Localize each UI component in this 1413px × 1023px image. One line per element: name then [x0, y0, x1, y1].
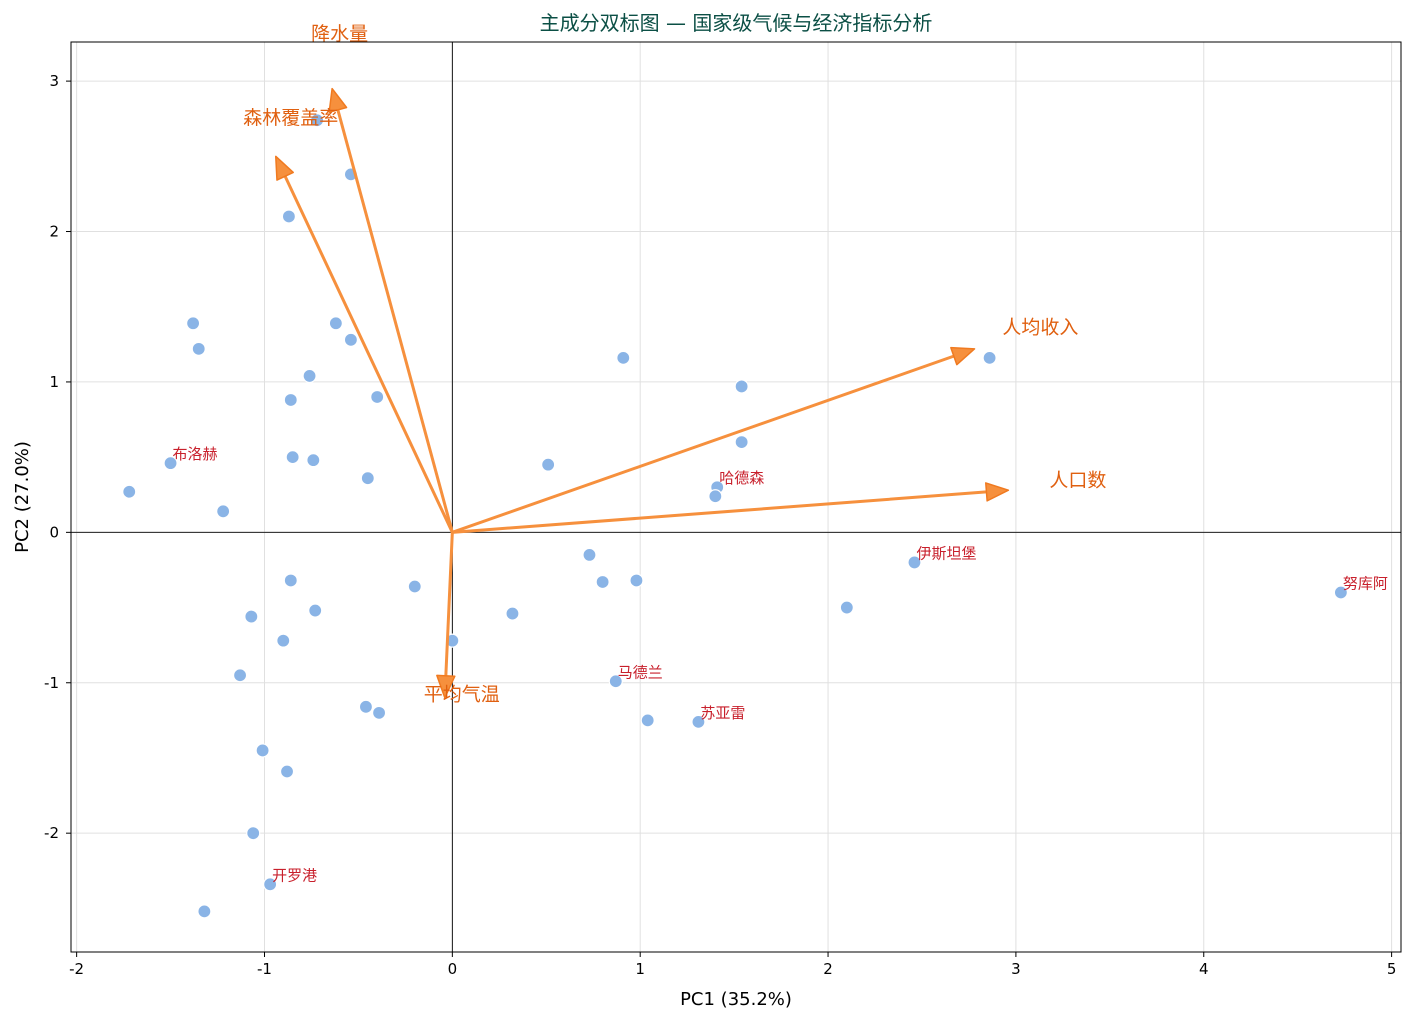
loading-arrow	[444, 530, 454, 678]
loading-arrowhead	[985, 482, 1010, 502]
score-point	[285, 450, 300, 465]
score-point	[708, 489, 723, 504]
score-point	[343, 332, 359, 347]
score-point	[734, 379, 749, 394]
score-point	[595, 574, 610, 590]
plot-frame	[70, 41, 1402, 953]
y-tick-label: 0	[49, 523, 59, 541]
score-point	[244, 609, 259, 624]
y-tick-label: 3	[49, 72, 59, 90]
loading-arrowhead	[275, 155, 295, 181]
score-point	[734, 434, 749, 450]
loading-arrows	[275, 87, 1010, 699]
loading-arrowhead	[328, 87, 348, 113]
loading-arrow	[450, 490, 988, 534]
score-point	[629, 573, 644, 588]
point-label: 苏亚雷	[700, 704, 745, 722]
axis-ticks: -2 -1 0 1 2 3 4 5 -2 -1 0 1 2 3	[44, 72, 1396, 978]
score-point	[276, 633, 291, 648]
x-tick-label: -2	[69, 960, 84, 978]
score-point	[505, 606, 520, 621]
score-point	[163, 456, 178, 471]
x-tick-label: 1	[635, 960, 645, 978]
y-axis-label: PC2 (27.0%)	[12, 441, 33, 553]
x-tick-label: 2	[823, 960, 833, 978]
score-point	[982, 350, 997, 365]
score-point	[232, 668, 248, 683]
score-point	[445, 633, 460, 648]
x-tick-label: 5	[1387, 960, 1397, 978]
x-tick-label: 3	[1011, 960, 1021, 978]
x-tick-label: -1	[257, 960, 272, 978]
score-point	[246, 826, 261, 841]
score-point	[191, 341, 206, 356]
loading-arrow	[283, 174, 454, 534]
score-point	[197, 904, 212, 919]
score-point	[309, 113, 325, 128]
loading-arrowhead	[950, 346, 976, 366]
point-label: 努库阿	[1343, 575, 1388, 593]
score-point	[360, 471, 375, 486]
score-point	[371, 705, 387, 720]
score-point	[302, 368, 317, 384]
loading-label: 降水量	[311, 23, 368, 45]
score-point	[616, 350, 631, 365]
score-point	[216, 504, 231, 519]
score-point	[640, 713, 655, 728]
loading-label: 人口数	[1049, 470, 1106, 492]
score-point	[279, 764, 295, 779]
loading-arrowhead	[436, 674, 456, 699]
score-point	[122, 484, 137, 499]
loading-arrow	[450, 354, 956, 534]
x-tick-label: 0	[448, 960, 458, 978]
score-point	[328, 316, 343, 331]
score-point	[255, 743, 270, 758]
score-point	[283, 392, 298, 408]
x-tick-label: 4	[1199, 960, 1209, 978]
score-point	[541, 457, 556, 472]
score-point	[691, 714, 706, 729]
loading-arrow	[336, 108, 454, 534]
y-tick-label: 2	[49, 223, 59, 241]
x-axis-label: PC1 (35.2%)	[680, 989, 792, 1010]
zero-axis-lines	[71, 42, 1401, 952]
y-tick-label: 1	[49, 373, 59, 391]
score-point	[308, 603, 323, 618]
score-point	[281, 209, 297, 224]
score-point	[407, 579, 422, 594]
score-point	[358, 699, 374, 714]
score-point	[608, 674, 623, 689]
point-label: 伊斯坦堡	[916, 544, 976, 562]
score-point	[306, 453, 321, 468]
score-point	[283, 573, 298, 588]
point-label: 开罗港	[272, 866, 317, 884]
score-point	[1333, 585, 1348, 600]
score-point	[186, 316, 201, 331]
y-tick-label: -1	[44, 674, 59, 692]
score-point	[839, 600, 854, 615]
point-label: 布洛赫	[173, 445, 218, 463]
loading-label: 平均气温	[424, 683, 500, 705]
score-point	[370, 389, 385, 405]
loading-label: 森林覆盖率	[243, 107, 338, 129]
point-label: 马德兰	[618, 663, 663, 681]
score-point	[582, 547, 597, 563]
score-point	[263, 877, 278, 892]
chart-title: 主成分双标图 — 国家级气候与经济指标分析	[540, 11, 933, 35]
score-point	[907, 555, 922, 570]
y-tick-label: -2	[44, 824, 59, 842]
point-label: 哈德森	[719, 469, 764, 487]
loading-label: 人均收入	[1002, 316, 1078, 338]
score-points	[122, 113, 1348, 919]
